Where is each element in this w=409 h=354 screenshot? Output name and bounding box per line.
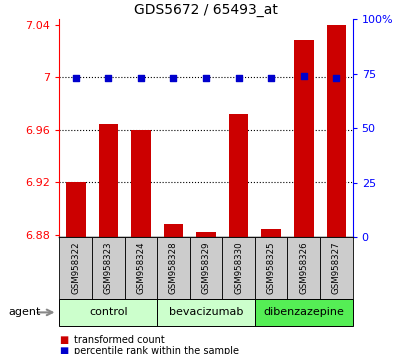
Text: GSM958323: GSM958323 xyxy=(103,242,112,295)
Bar xyxy=(157,237,189,299)
Bar xyxy=(124,237,157,299)
Text: agent: agent xyxy=(8,307,40,318)
Bar xyxy=(131,130,150,237)
Point xyxy=(170,75,176,81)
Text: bevacizumab: bevacizumab xyxy=(169,307,243,318)
Bar xyxy=(293,40,313,237)
Point xyxy=(267,75,274,81)
Bar xyxy=(92,237,124,299)
Bar xyxy=(196,232,215,237)
Text: GSM958324: GSM958324 xyxy=(136,242,145,295)
Bar xyxy=(319,237,352,299)
Text: GSM958329: GSM958329 xyxy=(201,242,210,295)
Text: GSM958325: GSM958325 xyxy=(266,242,275,295)
Bar xyxy=(222,237,254,299)
Bar xyxy=(261,229,280,237)
Bar xyxy=(254,237,287,299)
Bar xyxy=(287,237,319,299)
Point xyxy=(235,75,241,81)
Point xyxy=(105,75,111,81)
Point xyxy=(332,75,339,81)
Bar xyxy=(228,114,248,237)
Bar xyxy=(189,237,222,299)
Text: transformed count: transformed count xyxy=(74,335,164,345)
Title: GDS5672 / 65493_at: GDS5672 / 65493_at xyxy=(134,3,277,17)
Text: GSM958327: GSM958327 xyxy=(331,242,340,295)
Point xyxy=(72,75,79,81)
Bar xyxy=(59,299,157,326)
Bar xyxy=(66,182,85,237)
Text: ■: ■ xyxy=(59,346,69,354)
Point xyxy=(137,75,144,81)
Text: GSM958330: GSM958330 xyxy=(234,242,243,295)
Bar xyxy=(59,237,92,299)
Text: GSM958322: GSM958322 xyxy=(71,242,80,295)
Bar xyxy=(157,299,254,326)
Text: GSM958328: GSM958328 xyxy=(169,242,178,295)
Text: GSM958326: GSM958326 xyxy=(299,242,308,295)
Bar xyxy=(254,299,352,326)
Point xyxy=(202,75,209,81)
Bar xyxy=(326,25,345,237)
Bar xyxy=(98,124,118,237)
Point xyxy=(300,73,306,79)
Text: ■: ■ xyxy=(59,335,69,345)
Text: control: control xyxy=(89,307,127,318)
Text: percentile rank within the sample: percentile rank within the sample xyxy=(74,346,238,354)
Text: dibenzazepine: dibenzazepine xyxy=(263,307,343,318)
Bar xyxy=(163,224,183,237)
